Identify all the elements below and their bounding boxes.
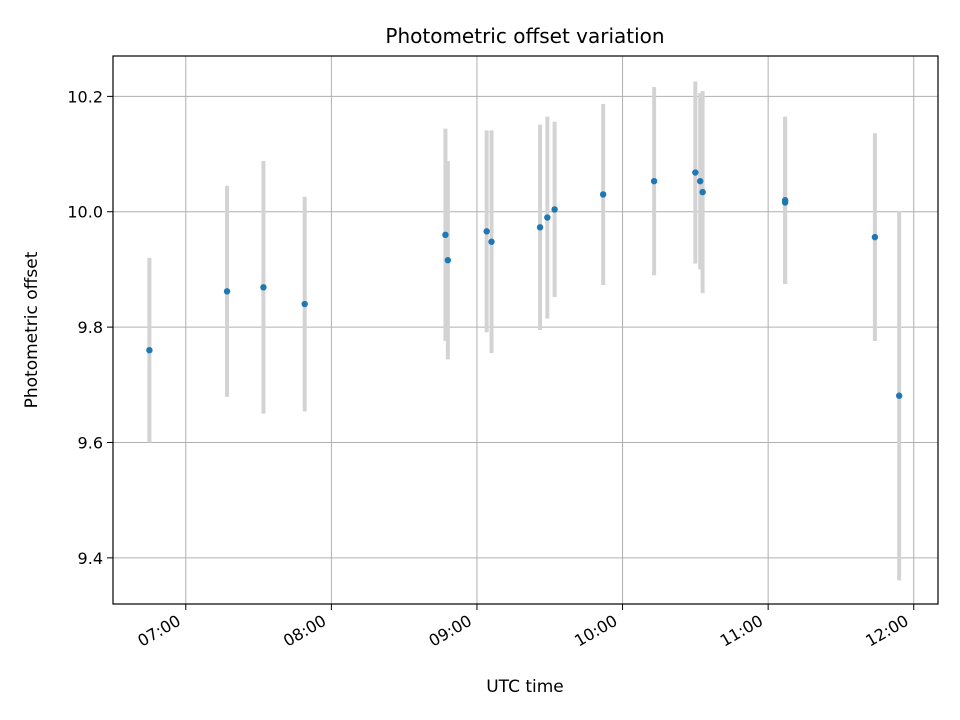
y-axis-ticks: 9.4 9.6 9.8 10.0 10.2	[67, 87, 113, 568]
data-point	[650, 177, 658, 185]
data-point	[301, 300, 308, 308]
x-tick-label: 11:00	[717, 611, 766, 651]
plot-area	[113, 56, 938, 604]
data-point	[146, 346, 153, 354]
data-point	[544, 214, 551, 221]
y-axis-label: Photometric offset	[22, 251, 42, 408]
grid	[113, 56, 938, 604]
x-tick-label: 07:00	[134, 611, 183, 651]
data-point	[483, 228, 490, 235]
x-tick-label: 08:00	[280, 611, 329, 651]
data-point	[871, 233, 879, 241]
data-point	[223, 288, 231, 295]
y-tick-label: 10.0	[67, 203, 103, 222]
data-point	[895, 392, 903, 399]
data-point	[442, 231, 449, 239]
x-tick-label: 10:00	[571, 611, 620, 651]
data-point	[692, 169, 699, 176]
data-points	[146, 169, 903, 399]
y-tick-label: 9.8	[78, 318, 103, 337]
x-tick-label: 09:00	[426, 611, 475, 651]
data-point	[551, 206, 558, 213]
data-point	[599, 191, 607, 198]
y-tick-label: 10.2	[67, 87, 103, 106]
data-point	[781, 197, 789, 204]
x-axis-ticks: 07:00 08:00 09:00 10:00 11:00 12:00	[134, 604, 915, 651]
y-tick-label: 9.4	[78, 549, 103, 568]
y-tick-label: 9.6	[78, 433, 103, 452]
plot-frame	[112, 55, 939, 605]
data-point	[444, 257, 452, 264]
x-axis-label: UTC time	[486, 677, 564, 697]
chart-title: Photometric offset variation	[385, 24, 664, 48]
data-point	[488, 238, 495, 245]
data-point	[697, 177, 704, 185]
data-point	[536, 224, 544, 231]
data-point	[260, 284, 267, 291]
x-tick-label: 12:00	[862, 611, 911, 651]
data-point	[699, 188, 706, 196]
